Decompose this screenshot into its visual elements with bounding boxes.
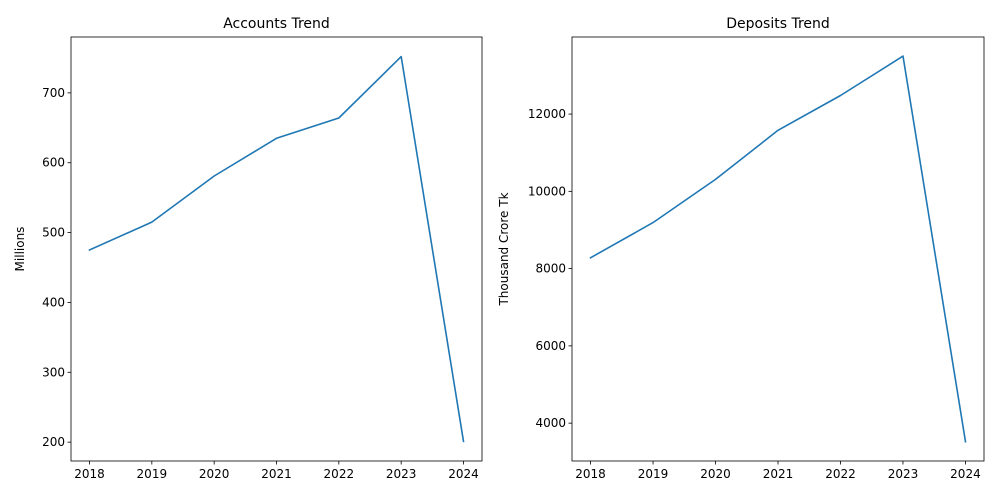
plot-frame: [571, 36, 985, 462]
y-tick-label: 8000: [535, 262, 566, 276]
y-axis-label: Thousand Crore Tk: [497, 192, 511, 306]
x-tick-label: 2018: [575, 467, 606, 481]
x-tick-label: 2020: [199, 467, 230, 481]
series-line: [589, 55, 967, 443]
y-tick-label: 6000: [535, 339, 566, 353]
x-tick-label: 2024: [448, 467, 479, 481]
x-tick-label: 2023: [386, 467, 417, 481]
chart-title: Accounts Trend: [223, 16, 330, 32]
x-tick-label: 2020: [700, 467, 731, 481]
x-tick-label: 2022: [324, 467, 355, 481]
chart-panel-accounts: Accounts Trend Millions 2018 2019 2020 2021…: [13, 16, 483, 481]
y-tick-label: 600: [42, 156, 65, 170]
y-tick-label: 12000: [528, 107, 566, 121]
chart-panel-deposits: Deposits Trend Thousand Crore Tk 2018 201…: [497, 16, 985, 481]
x-tick-label: 2019: [137, 467, 168, 481]
x-tick-label: 2021: [261, 467, 292, 481]
y-tick-label: 4000: [535, 416, 566, 430]
x-tick-label: 2023: [888, 467, 919, 481]
x-tick-label: 2022: [825, 467, 856, 481]
plot-frame: [70, 36, 483, 462]
y-axis-label: Millions: [13, 227, 27, 272]
x-tick-label: 2024: [950, 467, 981, 481]
y-tick-label: 10000: [528, 184, 566, 198]
x-tick-label: 2018: [74, 467, 105, 481]
x-tick-label: 2021: [763, 467, 794, 481]
x-tick-label: 2019: [638, 467, 669, 481]
series-line: [88, 55, 465, 443]
y-tick-label: 200: [42, 435, 65, 449]
y-tick-label: 300: [42, 365, 65, 379]
chart-title: Deposits Trend: [726, 16, 830, 32]
y-tick-label: 400: [42, 295, 65, 309]
y-tick-label: 500: [42, 226, 65, 240]
y-tick-label: 700: [42, 86, 65, 100]
